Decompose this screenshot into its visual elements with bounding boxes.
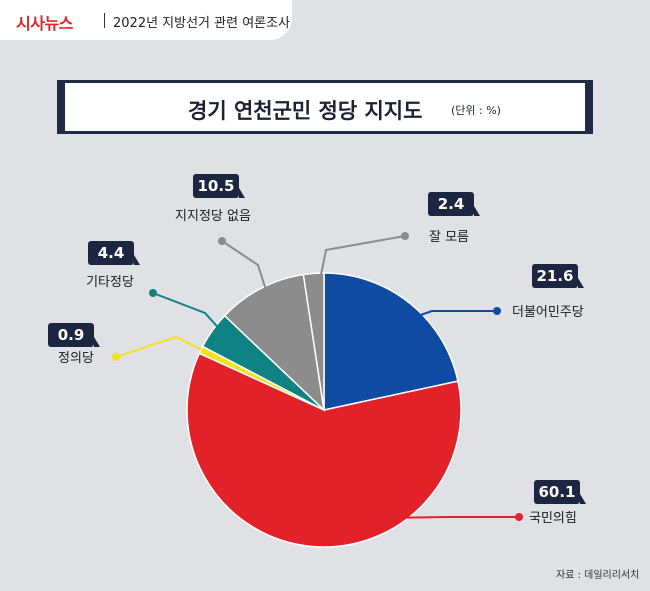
- value-tag-notch: [580, 494, 586, 504]
- header-subtitle: 2022년 지방선거 관련 여론조사: [113, 16, 291, 31]
- value-tag-notch: [134, 255, 140, 265]
- category-label-기타정당: 기타정당: [86, 275, 134, 290]
- value-tag-notch: [94, 337, 100, 347]
- value-tag-잘-모름: 2.4: [428, 192, 480, 216]
- value-tag-지지정당-없음: 10.5: [193, 174, 245, 198]
- leader-dot-국민의힘: [515, 513, 523, 521]
- slice-labels: 21.6 더불어민주당 60.1 국민의힘 0.9 정의당 4.4 기타정당 10.5 지지정당 …: [48, 174, 586, 526]
- value-label-잘-모름: 2.4: [438, 195, 465, 213]
- category-label-정의당: 정의당: [58, 351, 94, 366]
- value-tag-box: [534, 480, 580, 504]
- value-tag-box: [88, 241, 134, 265]
- leader-dot-더불어민주당: [493, 307, 501, 315]
- value-tag-더불어민주당: 21.6: [532, 264, 584, 288]
- source-note: 자료 : 데일리리서치: [556, 570, 640, 581]
- leader-dot-지지정당-없음: [218, 237, 226, 245]
- pie-slice-지지정당-없음: [223, 273, 326, 413]
- value-tag-box: [193, 174, 239, 198]
- value-label-기타정당: 4.4: [98, 244, 125, 262]
- value-label-지지정당-없음: 10.5: [197, 177, 234, 195]
- leader-line-더불어민주당: [392, 310, 497, 326]
- value-tag-box: [428, 192, 474, 216]
- chart-title: 경기 연천군민 정당 지지도: [188, 99, 423, 123]
- value-tag-notch: [474, 206, 480, 216]
- value-label-정의당: 0.9: [58, 326, 85, 344]
- chart-title-box: 경기 연천군민 정당 지지도 (단위 : %): [57, 80, 593, 134]
- pie-slice-잘-모름: [302, 272, 325, 411]
- header-divider: [104, 13, 105, 28]
- value-tag-기타정당: 4.4: [88, 241, 140, 265]
- leader-dot-잘-모름: [401, 232, 409, 240]
- value-tag-box: [48, 323, 94, 347]
- leader-line-잘-모름: [314, 235, 406, 301]
- leader-dot-정의당: [112, 353, 120, 361]
- leader-line-기타정당: [152, 292, 236, 347]
- value-tag-box: [532, 264, 578, 288]
- chart-unit-label: (단위 : %): [451, 104, 501, 117]
- leader-line-지지정당-없음: [221, 240, 275, 314]
- leader-dot-기타정당: [149, 289, 157, 297]
- category-label-잘-모름: 잘 모름: [429, 230, 469, 245]
- leader-line-국민의힘: [312, 516, 519, 520]
- value-tag-notch: [239, 188, 245, 198]
- brand-logo: 시사뉴스: [16, 14, 73, 33]
- value-label-국민의힘: 60.1: [538, 483, 575, 501]
- category-label-더불어민주당: 더불어민주당: [512, 305, 584, 320]
- leader-line-정의당: [115, 335, 226, 363]
- pie-slices: [186, 272, 462, 548]
- header-bar: 시사뉴스 2022년 지방선거 관련 여론조사: [0, 0, 292, 40]
- category-label-국민의힘: 국민의힘: [529, 511, 577, 526]
- value-tag-notch: [578, 278, 584, 288]
- value-tag-국민의힘: 60.1: [534, 480, 586, 504]
- value-label-더불어민주당: 21.6: [536, 267, 573, 285]
- leader-lines: [112, 232, 523, 521]
- value-tag-정의당: 0.9: [48, 323, 100, 347]
- category-label-지지정당-없음: 지지정당 없음: [175, 209, 251, 224]
- pie-slice-더불어민주당: [323, 272, 459, 411]
- pie-slice-국민의힘: [186, 352, 462, 548]
